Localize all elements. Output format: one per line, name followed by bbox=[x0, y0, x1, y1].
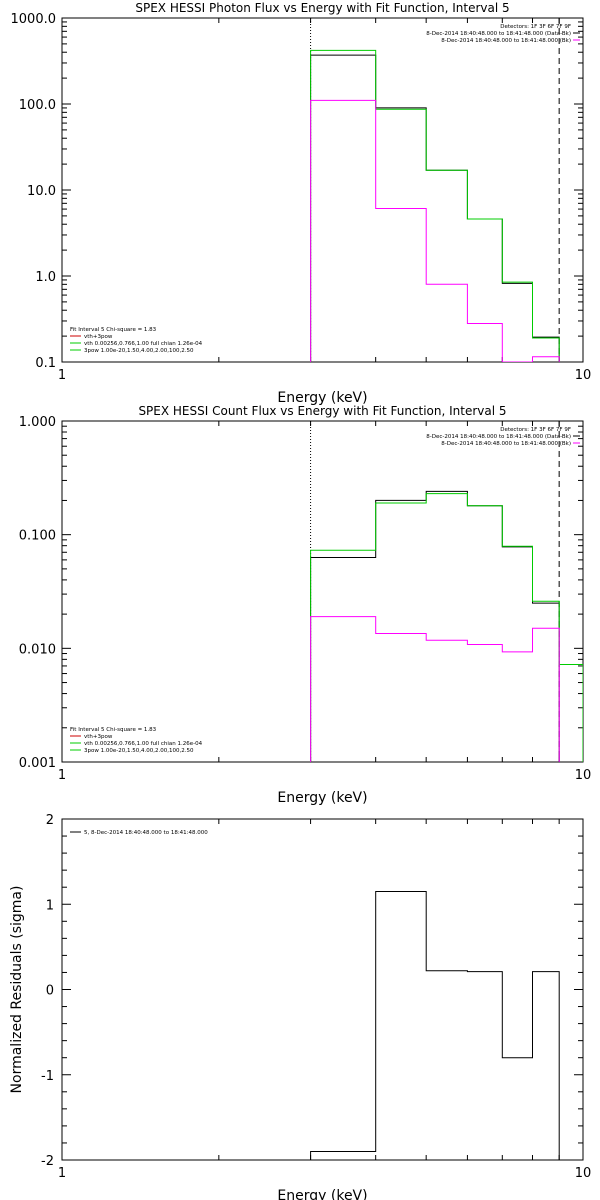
chart-title: SPEX HESSI Photon Flux vs Energy with Fi… bbox=[135, 1, 509, 15]
x-tick-label: 10 bbox=[575, 1166, 592, 1181]
panel-2: 1 10 0.001 0.010 0.100 1.000 SPEX HESSI Count … bbox=[19, 404, 591, 806]
x-tick-label: 1 bbox=[58, 768, 66, 783]
x-tick-label: 1 bbox=[58, 1166, 66, 1181]
legend-right-text: Detectors: 1F 3F 6F 7F 9F bbox=[500, 24, 571, 30]
legend-right-text: 8-Dec-2014 18:40:48.000 to 18:41:48.000 … bbox=[426, 434, 571, 440]
legend-left-text: 3pow 1.00e-20,1.50,4.00,2.00,100,2.50 bbox=[84, 348, 194, 354]
legend-right-text: 8-Dec-2014 18:40:48.000 to 18:41:48.000 … bbox=[426, 31, 571, 37]
legend-left-text: vth 0.00256,0.766,1.00 full chian 1.26e-… bbox=[84, 341, 203, 347]
y-tick-label: -2 bbox=[41, 1154, 54, 1169]
legend-right-text: Detectors: 1F 3F 6F 7F 9F bbox=[500, 427, 571, 433]
x-tick-label: 10 bbox=[575, 768, 592, 783]
y-tick-label: 0 bbox=[46, 984, 54, 999]
plot-area bbox=[310, 421, 583, 762]
y-tick-label: 100.0 bbox=[19, 98, 56, 113]
x-axis-label: Energy (keV) bbox=[277, 390, 367, 406]
y-tick-label: 1.0 bbox=[35, 270, 56, 285]
plot-frame bbox=[61, 818, 584, 1161]
panel-1: 1 10 0.1 1.0 10.0 100.0 1000.0 SPEX HESSI Photo… bbox=[11, 1, 592, 406]
plot-frame bbox=[61, 420, 584, 763]
y-axis-label: Normalized Residuals (sigma) bbox=[9, 886, 25, 1094]
series-background bbox=[310, 616, 560, 762]
plot-area bbox=[310, 18, 560, 362]
y-tick-label: 1 bbox=[46, 898, 54, 913]
legend-left-text: Fit Interval 5 Chi-square = 1.83 bbox=[70, 727, 157, 733]
series-data bbox=[310, 54, 560, 362]
legend-left-text: vth+3pow bbox=[84, 334, 113, 340]
legend-right-text: 8-Dec-2014 18:40:48.000 to 18:41:48.000 … bbox=[441, 38, 571, 44]
series-background bbox=[310, 99, 560, 362]
legend-left-text: vth 0.00256,0.766,1.00 full chian 1.26e-… bbox=[84, 741, 203, 747]
panel-3: 1 10 -2 -1 0 1 2 Energy (keV) Normalized Residua… bbox=[9, 813, 591, 1200]
series-data bbox=[310, 490, 560, 762]
x-tick-label: 1 bbox=[58, 368, 66, 383]
legend-left-text: 3pow 1.00e-20,1.50,4.00,2.00,100,2.50 bbox=[84, 748, 194, 754]
series-fit bbox=[310, 49, 560, 362]
series-data bbox=[310, 891, 560, 1160]
legend-left-text: 5, 8-Dec-2014 18:40:48.000 to 18:41:48.0… bbox=[84, 830, 208, 836]
x-axis-label: Energy (keV) bbox=[277, 790, 367, 806]
y-tick-label: 0.001 bbox=[19, 756, 56, 771]
y-tick-label: 0.1 bbox=[35, 356, 56, 371]
plot-frame bbox=[61, 17, 584, 363]
y-tick-label: 1.000 bbox=[19, 415, 56, 430]
chart-title: SPEX HESSI Count Flux vs Energy with Fit… bbox=[138, 404, 506, 418]
y-tick-label: -1 bbox=[41, 1069, 54, 1084]
y-tick-label: 2 bbox=[46, 813, 54, 828]
y-tick-label: 1000.0 bbox=[11, 12, 57, 27]
y-tick-label: 0.100 bbox=[19, 529, 56, 544]
y-tick-label: 0.010 bbox=[19, 642, 56, 657]
y-tick-label: 10.0 bbox=[27, 184, 56, 199]
x-axis-label: Energy (keV) bbox=[277, 1188, 367, 1200]
legend-right-text: 8-Dec-2014 18:40:48.000 to 18:41:48.000 … bbox=[441, 441, 571, 447]
plot-area bbox=[310, 891, 560, 1160]
x-tick-label: 10 bbox=[575, 368, 592, 383]
legend-left-text: vth+3pow bbox=[84, 734, 113, 740]
legend-left-text: Fit Interval 5 Chi-square = 1.83 bbox=[70, 327, 157, 333]
